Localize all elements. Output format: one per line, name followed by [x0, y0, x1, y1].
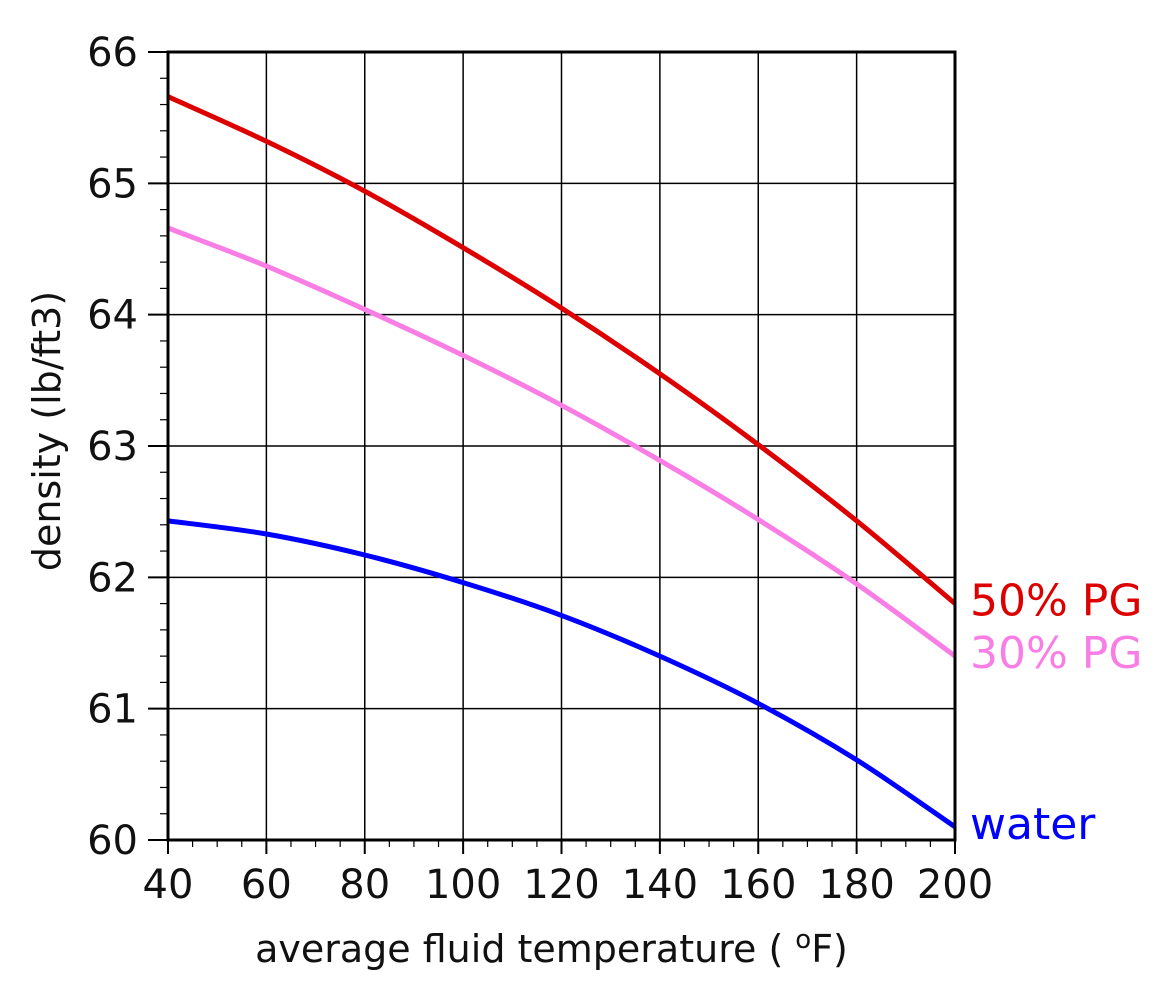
x-tick-label: 120: [523, 862, 599, 908]
minor-ticks: [148, 51, 956, 854]
x-axis-title-prefix: average fluid temperature (: [255, 927, 783, 971]
x-tick-label: 180: [818, 862, 894, 908]
series-label: 30% PG: [970, 628, 1142, 679]
series-line: [166, 94, 957, 606]
y-tick-label: 66: [87, 30, 138, 76]
y-tick-label: 63: [87, 424, 138, 470]
x-axis-tick-labels: 40 60 80 100 120 140 160 180 200: [143, 862, 994, 908]
x-axis-title-unit: F): [811, 927, 848, 971]
y-tick-label: 64: [87, 293, 138, 339]
x-tick-label: 40: [143, 862, 194, 908]
x-tick-label: 80: [339, 862, 390, 908]
x-tick-label: 100: [425, 862, 501, 908]
series-label: water: [970, 799, 1096, 850]
y-tick-label: 61: [87, 687, 138, 733]
y-tick-label: 62: [87, 555, 138, 601]
series-line: [167, 518, 957, 829]
series-lines: [166, 94, 957, 829]
y-tick-label: 60: [87, 818, 138, 864]
series-label: 50% PG: [970, 576, 1142, 627]
x-tick-label: 200: [917, 862, 993, 908]
plot-area-frame: [166, 50, 957, 842]
series-line: [167, 225, 957, 659]
x-tick-label: 160: [720, 862, 796, 908]
y-axis-title: density (lb/ft3): [25, 291, 69, 571]
x-axis-title-degree: o: [795, 925, 811, 955]
y-axis-tick-labels: 60 61 62 63 64 65 66: [87, 30, 138, 864]
x-tick-label: 60: [241, 862, 292, 908]
x-axis-title: average fluid temperature ( oF): [255, 925, 848, 971]
grid: [167, 51, 956, 841]
x-tick-label: 140: [622, 862, 698, 908]
y-tick-label: 65: [87, 161, 138, 207]
